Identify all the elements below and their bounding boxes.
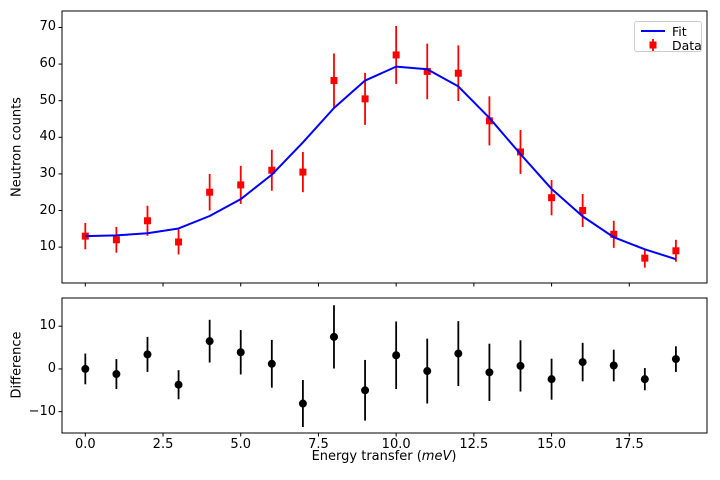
data-marker-icon: [649, 39, 657, 51]
difference-point-marker: [609, 361, 618, 370]
y-tick-label: 0: [47, 360, 56, 376]
data-point-marker: [579, 207, 587, 215]
y-tick-label: 10: [39, 318, 56, 334]
y-tick-label: 50: [39, 92, 56, 108]
difference-point-marker: [578, 358, 587, 367]
fit-line: [85, 65, 677, 261]
x-axis-label-unit: meV: [421, 449, 452, 464]
difference-point-marker: [81, 364, 90, 373]
legend-data-label: Data: [672, 37, 702, 53]
x-tick-label: 5.0: [230, 437, 252, 452]
difference-point-marker: [329, 332, 338, 341]
data-point-marker: [361, 95, 369, 103]
difference-point-marker: [454, 349, 463, 358]
data-point-marker: [485, 117, 493, 125]
x-tick-label: 7.5: [308, 437, 329, 452]
difference-point-marker: [205, 337, 214, 346]
x-axis-label-text: Energy transfer (: [311, 449, 422, 464]
x-axis-label: Energy transfer (meV): [312, 449, 457, 464]
difference-point-marker: [671, 355, 680, 364]
x-tick-label: 10.0: [381, 437, 411, 452]
difference-point-marker: [423, 367, 432, 376]
legend-fit-label: Fit: [672, 23, 687, 39]
bottom-y-axis-label: Difference: [9, 331, 25, 399]
difference-point-marker: [236, 348, 245, 357]
difference-point-marker: [392, 351, 401, 360]
data-point-marker: [672, 247, 680, 255]
data-point-marker: [641, 254, 649, 262]
y-tick-label: 30: [39, 165, 56, 181]
difference-point-marker: [516, 361, 525, 370]
x-tick-label: 17.5: [614, 437, 644, 452]
x-axis-label-close: ): [451, 449, 457, 464]
difference-point-marker: [143, 350, 152, 359]
difference-point-marker: [361, 386, 370, 395]
data-point-marker: [423, 67, 431, 75]
data-point-marker: [454, 69, 462, 77]
legend: Fit Data: [634, 21, 702, 52]
x-tick-label: 2.5: [152, 437, 174, 452]
axes-frame: [61, 297, 708, 434]
y-tick-label: 70: [39, 19, 56, 35]
y-tick-label: −10: [28, 403, 56, 419]
y-tick-label: 10: [39, 239, 56, 255]
data-point-marker: [143, 217, 151, 225]
difference-point-marker: [298, 399, 307, 408]
data-point-marker: [392, 51, 400, 59]
difference-point-marker: [267, 359, 276, 368]
data-point-marker: [206, 188, 214, 196]
data-point-marker: [175, 238, 183, 246]
difference-point-marker: [485, 368, 494, 377]
difference-point-marker: [547, 375, 556, 384]
data-point-marker: [610, 230, 618, 238]
axes-frame: [61, 10, 708, 284]
difference-point-marker: [640, 375, 649, 384]
x-tick-label: 12.5: [459, 437, 489, 452]
data-point-marker: [516, 148, 524, 156]
legend-item-fit: Fit: [640, 24, 695, 38]
data-point-marker: [330, 77, 338, 85]
data-point-marker: [299, 168, 307, 176]
y-tick-label: 60: [39, 56, 56, 72]
data-point-marker: [112, 236, 120, 244]
difference-point-marker: [174, 380, 183, 389]
fit-line-icon: [641, 30, 665, 32]
difference-point-marker: [112, 370, 121, 379]
data-point-marker: [237, 181, 245, 189]
y-tick-label: 40: [39, 129, 56, 145]
data-point-marker: [268, 166, 276, 174]
data-point-marker: [548, 194, 556, 202]
x-tick-label: 15.0: [537, 437, 567, 452]
legend-item-data: Data: [640, 38, 702, 52]
y-tick-label: 20: [39, 202, 56, 218]
top-y-axis-label: Neutron counts: [9, 97, 25, 197]
x-tick-label: 0.0: [74, 437, 96, 452]
